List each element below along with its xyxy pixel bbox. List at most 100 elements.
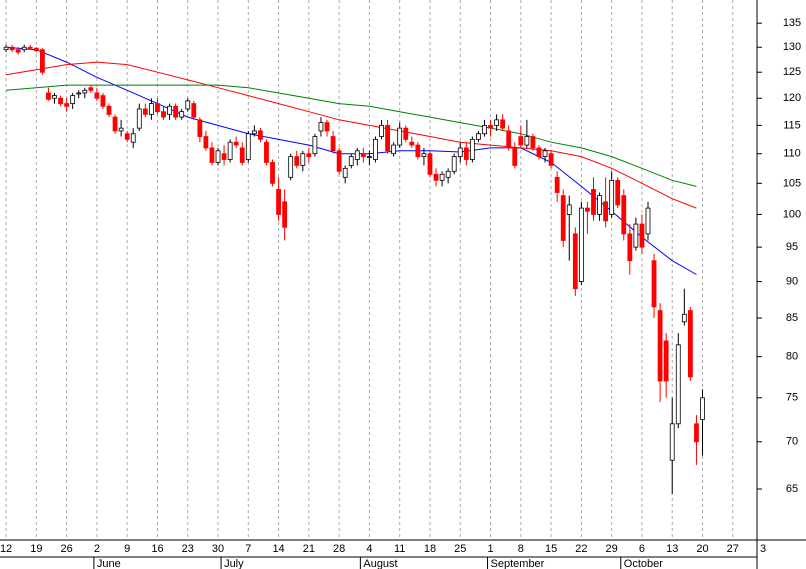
y-tick-label: 135 <box>783 17 801 29</box>
candle-body <box>354 150 360 160</box>
x-tick-label: 29 <box>606 543 618 555</box>
candle-body <box>403 127 409 140</box>
candle-body <box>282 201 288 228</box>
y-tick-label: 65 <box>786 483 798 495</box>
candle-body <box>585 207 590 212</box>
candle-body <box>633 223 639 248</box>
candle-body <box>657 310 663 382</box>
candle-body <box>669 423 675 461</box>
candle-body <box>58 97 63 104</box>
candle-body <box>663 340 669 382</box>
candle-body <box>542 150 548 158</box>
month-label: October <box>624 558 663 569</box>
candle-body <box>324 122 330 132</box>
candle-body <box>494 119 499 126</box>
candle-body <box>251 130 257 135</box>
candle-body <box>591 189 596 215</box>
moving-average-line <box>6 46 697 275</box>
candle-body <box>597 195 602 215</box>
candle-body <box>124 133 130 140</box>
candle-body <box>675 344 681 425</box>
y-tick-label: 120 <box>783 92 801 104</box>
y-tick-label: 90 <box>786 275 798 287</box>
y-tick-label: 125 <box>783 66 801 78</box>
candle-body <box>427 153 433 175</box>
candle-body <box>687 310 693 378</box>
candle-body <box>651 260 657 308</box>
candle-body <box>270 162 275 184</box>
x-tick-label: 2 <box>94 543 100 555</box>
y-tick-label: 130 <box>783 41 801 53</box>
x-tick-label: 3 <box>760 543 766 555</box>
month-label: September <box>491 558 545 569</box>
candle-body <box>118 127 124 132</box>
y-tick-label: 115 <box>783 119 801 131</box>
y-tick-label: 95 <box>786 241 798 253</box>
y-tick-label: 70 <box>786 436 798 448</box>
candle-body <box>3 46 9 51</box>
candle-body <box>524 136 530 146</box>
candle-body <box>64 103 70 107</box>
candle-body <box>288 156 294 178</box>
candle-body <box>306 153 312 158</box>
x-tick-label: 25 <box>454 543 466 555</box>
candle-body <box>197 119 203 137</box>
candle-body <box>572 233 578 290</box>
candle-body <box>330 136 336 152</box>
candle-body <box>215 150 221 163</box>
candle-body <box>294 156 300 166</box>
month-label: June <box>97 558 121 569</box>
candle-body <box>245 133 251 160</box>
candle-body <box>615 179 621 206</box>
candle-body <box>70 95 76 104</box>
candle-body <box>439 173 445 181</box>
candle-body <box>88 87 94 91</box>
candle-body <box>397 127 403 146</box>
x-tick-label: 18 <box>424 543 436 555</box>
candle-body <box>578 207 584 282</box>
candle-body <box>609 179 615 215</box>
y-tick-label: 80 <box>786 351 798 363</box>
x-tick-label: 30 <box>212 543 224 555</box>
candle-body <box>482 124 487 135</box>
x-tick-label: 28 <box>333 543 345 555</box>
candle-body <box>506 130 512 149</box>
candle-body <box>227 141 233 160</box>
candle-body <box>21 46 27 51</box>
candle-body <box>391 144 397 155</box>
candle-body <box>385 124 390 152</box>
month-label: July <box>224 558 244 569</box>
x-tick-label: 8 <box>518 543 524 555</box>
candle-body <box>161 111 166 118</box>
candle-body <box>700 397 705 420</box>
candle-body <box>336 150 342 172</box>
x-tick-label: 19 <box>30 543 42 555</box>
candle-body <box>379 124 384 137</box>
candle-body <box>469 138 475 160</box>
candle-body <box>451 156 457 172</box>
candle-body <box>560 195 566 241</box>
candle-body <box>694 423 699 443</box>
candle-body <box>500 119 506 129</box>
x-tick-label: 13 <box>666 543 678 555</box>
candle-body <box>367 156 372 159</box>
candle-body <box>536 147 542 158</box>
candle-body <box>106 105 112 115</box>
candle-body <box>421 153 427 158</box>
x-tick-label: 27 <box>727 543 739 555</box>
candle-body <box>142 108 148 115</box>
candle-body <box>221 153 227 160</box>
y-tick-label: 110 <box>783 148 801 160</box>
candle-body <box>554 176 560 193</box>
y-tick-label: 85 <box>786 312 798 324</box>
candle-body <box>94 92 100 99</box>
candle-body <box>476 133 481 140</box>
candle-body <box>415 144 421 158</box>
candle-body <box>566 204 572 215</box>
candle-body <box>52 95 57 99</box>
candle-body <box>627 233 633 262</box>
candle-body <box>639 223 645 248</box>
x-tick-label: 20 <box>696 543 708 555</box>
candle-body <box>148 103 154 115</box>
